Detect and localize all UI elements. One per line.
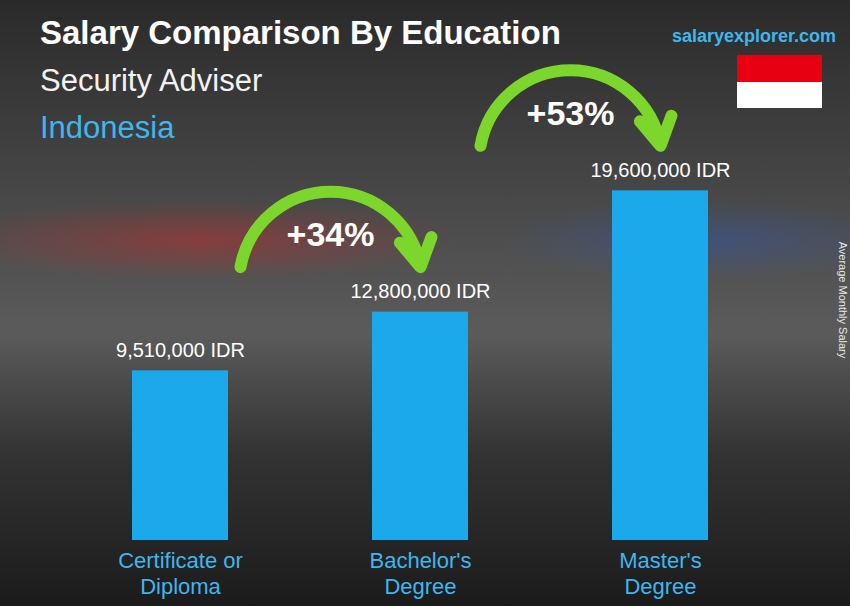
html-text:Security Adviser: Security Adviser [40,63,263,98]
svg-text:19,600,000 IDR: 19,600,000 IDR [590,159,730,181]
svg-text:+53%: +53% [527,94,615,132]
svg-text:12,800,000 IDR: 12,800,000 IDR [350,280,490,302]
html-text:salaryexplorer.com: salaryexplorer.com [671,26,836,46]
html-text:Indonesia: Indonesia [40,110,175,145]
svg-text:Master'sDegree: Master'sDegree [619,548,701,598]
html-text:Salary Comparison By Education: Salary Comparison By Education [40,14,561,51]
svg-text:Certificate orDiploma: Certificate orDiploma [118,548,243,598]
svg-text:+34%: +34% [287,215,375,253]
svg-text:9,510,000 IDR: 9,510,000 IDR [116,339,245,361]
svg-text:Bachelor'sDegree: Bachelor'sDegree [369,548,471,598]
html-text:Average Monthly Salary: Average Monthly Salary [837,241,849,359]
